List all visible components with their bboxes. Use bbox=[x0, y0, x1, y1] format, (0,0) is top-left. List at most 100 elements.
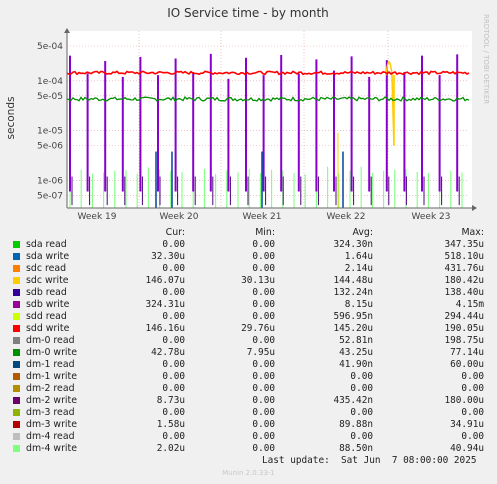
legend-series-name: dm-3 read bbox=[26, 407, 75, 418]
legend-cur: 0.00 bbox=[162, 407, 185, 418]
legend-header-avg: Avg: bbox=[352, 227, 373, 238]
legend-cur: 324.31u bbox=[145, 299, 185, 310]
legend-min: 0.00 bbox=[252, 443, 275, 454]
x-tick-label: Week 23 bbox=[412, 212, 451, 222]
legend-cur: 2.02u bbox=[156, 443, 185, 454]
chart-title: IO Service time - by month bbox=[167, 6, 329, 20]
legend-max: 138.40u bbox=[444, 287, 484, 298]
legend-row: sda write 32.30u 0.00 1.64u 518.10u bbox=[0, 251, 497, 263]
legend-swatch bbox=[13, 409, 20, 416]
y-tick-label: 1e-06 bbox=[37, 176, 63, 186]
legend-avg: 89.88n bbox=[339, 419, 373, 430]
legend-series-name: dm-4 write bbox=[26, 443, 77, 454]
legend-min: 0.00 bbox=[252, 383, 275, 394]
sdd-write-line bbox=[66, 70, 470, 76]
legend-avg: 132.24n bbox=[333, 287, 373, 298]
y-tick-label: 1e-04 bbox=[37, 77, 63, 87]
legend-min: 0.00 bbox=[252, 407, 275, 418]
legend-max: 40.94u bbox=[450, 443, 484, 454]
legend-series-name: sdb read bbox=[26, 287, 67, 298]
legend-series-name: dm-0 write bbox=[26, 347, 77, 358]
io-service-time-chart: IO Service time - by month seconds RRDTO… bbox=[5, 6, 490, 222]
legend-cur: 0.00 bbox=[162, 335, 185, 346]
legend-swatch bbox=[13, 325, 20, 332]
munin-version: Munin 2.0.33-1 bbox=[222, 469, 275, 477]
legend-avg: 145.20u bbox=[333, 323, 373, 334]
legend-swatch bbox=[13, 277, 20, 284]
legend-avg: 1.64u bbox=[344, 251, 373, 262]
legend-cur: 0.00 bbox=[162, 263, 185, 274]
last-update: Last update: Sat Jun 7 08:00:00 2025 bbox=[262, 455, 477, 466]
legend-series-name: dm-3 write bbox=[26, 419, 77, 430]
x-axis-arrow bbox=[472, 205, 477, 211]
legend-series-name: dm-1 write bbox=[26, 371, 77, 382]
legend-max: 180.00u bbox=[444, 395, 484, 406]
legend-min: 0.00 bbox=[252, 311, 275, 322]
legend-series-name: dm-0 read bbox=[26, 335, 75, 346]
legend-min: 0.00 bbox=[252, 335, 275, 346]
legend-series-name: dm-4 read bbox=[26, 431, 75, 442]
legend-min: 0.00 bbox=[252, 419, 275, 430]
legend-max: 34.91u bbox=[450, 419, 484, 430]
legend-avg: 324.30n bbox=[333, 239, 373, 250]
legend-avg: 0.00 bbox=[350, 371, 373, 382]
legend-row: sdc read 0.00 0.00 2.14u 431.76u bbox=[0, 263, 497, 275]
legend-cur: 1.58u bbox=[156, 419, 185, 430]
legend-row: dm-3 write 1.58u 0.00 89.88n 34.91u bbox=[0, 419, 497, 431]
legend-cur: 0.00 bbox=[162, 311, 185, 322]
legend-cur: 32.30u bbox=[151, 251, 185, 262]
legend-swatch bbox=[13, 349, 20, 356]
legend-min: 0.00 bbox=[252, 263, 275, 274]
legend-max: 294.44u bbox=[444, 311, 484, 322]
legend-row: sdb write 324.31u 0.00 8.15u 4.15m bbox=[0, 299, 497, 311]
legend-swatch bbox=[13, 313, 20, 320]
legend-cur: 0.00 bbox=[162, 371, 185, 382]
legend-cur: 0.00 bbox=[162, 431, 185, 442]
legend-max: 431.76u bbox=[444, 263, 484, 274]
legend-avg: 88.50n bbox=[339, 443, 373, 454]
legend-series-name: sdc write bbox=[26, 275, 69, 286]
x-tick-label: Week 22 bbox=[327, 212, 366, 222]
legend-max: 518.10u bbox=[444, 251, 484, 262]
legend-avg: 0.00 bbox=[350, 431, 373, 442]
plot-area bbox=[67, 31, 472, 208]
legend-max: 60.00u bbox=[450, 359, 484, 370]
legend-swatch bbox=[13, 253, 20, 260]
y-tick-labels: 5e-07 1e-06 5e-06 1e-05 5e-05 1e-04 5e-04 bbox=[37, 42, 63, 201]
legend-row: dm-1 write 0.00 0.00 0.00 0.00 bbox=[0, 371, 497, 383]
legend-row: dm-0 read 0.00 0.00 52.81n 198.75u bbox=[0, 335, 497, 347]
y-axis-label: seconds bbox=[5, 97, 17, 140]
y-tick-label: 5e-06 bbox=[37, 142, 63, 152]
legend-avg: 52.81n bbox=[339, 335, 373, 346]
legend-avg: 596.95n bbox=[333, 311, 373, 322]
legend-series-name: sda write bbox=[26, 251, 70, 262]
legend-swatch bbox=[13, 433, 20, 440]
legend-max: 180.42u bbox=[444, 275, 484, 286]
legend-max: 77.14u bbox=[450, 347, 484, 358]
legend-avg: 43.25u bbox=[339, 347, 373, 358]
legend-cur: 8.73u bbox=[156, 395, 185, 406]
legend-min: 7.95u bbox=[246, 347, 275, 358]
legend-max: 4.15m bbox=[455, 299, 484, 310]
legend-series-name: sdd write bbox=[26, 323, 70, 334]
legend-row: sdb read 0.00 0.00 132.24n 138.40u bbox=[0, 287, 497, 299]
legend-row: sdc write 146.07u 30.13u 144.48u 180.42u bbox=[0, 275, 497, 287]
legend-max: 0.00 bbox=[461, 383, 484, 394]
rrdtool-watermark: RRDTOOL / TOBI OETIKER bbox=[482, 14, 490, 104]
y-tick-label: 5e-05 bbox=[37, 92, 63, 102]
legend-swatch bbox=[13, 385, 20, 392]
legend-max: 0.00 bbox=[461, 431, 484, 442]
legend-swatch bbox=[13, 265, 20, 272]
legend-series-name: sdd read bbox=[26, 311, 67, 322]
legend-avg: 144.48u bbox=[333, 275, 373, 286]
legend-avg: 41.90n bbox=[339, 359, 373, 370]
legend-max: 347.35u bbox=[444, 239, 484, 250]
legend-avg: 0.00 bbox=[350, 407, 373, 418]
legend-min: 0.00 bbox=[252, 431, 275, 442]
legend-series-name: dm-2 write bbox=[26, 395, 77, 406]
legend-avg: 2.14u bbox=[344, 263, 373, 274]
legend-cur: 0.00 bbox=[162, 239, 185, 250]
legend-cur: 146.16u bbox=[145, 323, 185, 334]
legend-swatch bbox=[13, 301, 20, 308]
legend-swatch bbox=[13, 361, 20, 368]
